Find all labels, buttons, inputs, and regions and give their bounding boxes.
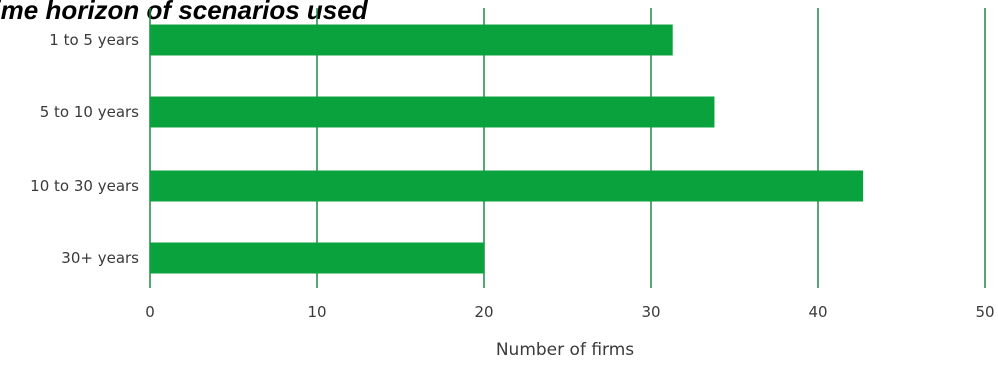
bar-1-to-5-years [150,24,673,56]
x-tick-label-10: 10 [307,303,326,321]
chart-title: Time horizon of scenarios used [0,0,369,25]
x-tick-label-50: 50 [975,303,994,321]
category-label: 1 to 5 years [49,31,139,49]
x-tick-label-30: 30 [641,303,660,321]
category-labels: 1 to 5 years 5 to 10 years 10 to 30 years 3… [30,31,139,267]
category-label: 30+ years [61,249,139,267]
x-axis-title: Number of firms [496,340,634,360]
x-tick-label-20: 20 [474,303,493,321]
category-label: 10 to 30 years [30,177,139,195]
category-label: 5 to 10 years [40,103,139,121]
bar-5-to-10-years [150,96,715,128]
bar-10-to-30-years [150,170,864,202]
bars [150,24,864,274]
x-tick-label-0: 0 [145,303,155,321]
x-tick-labels: 0 10 20 30 40 50 [145,303,994,321]
bar-30-years [150,242,484,274]
x-tick-label-40: 40 [808,303,827,321]
